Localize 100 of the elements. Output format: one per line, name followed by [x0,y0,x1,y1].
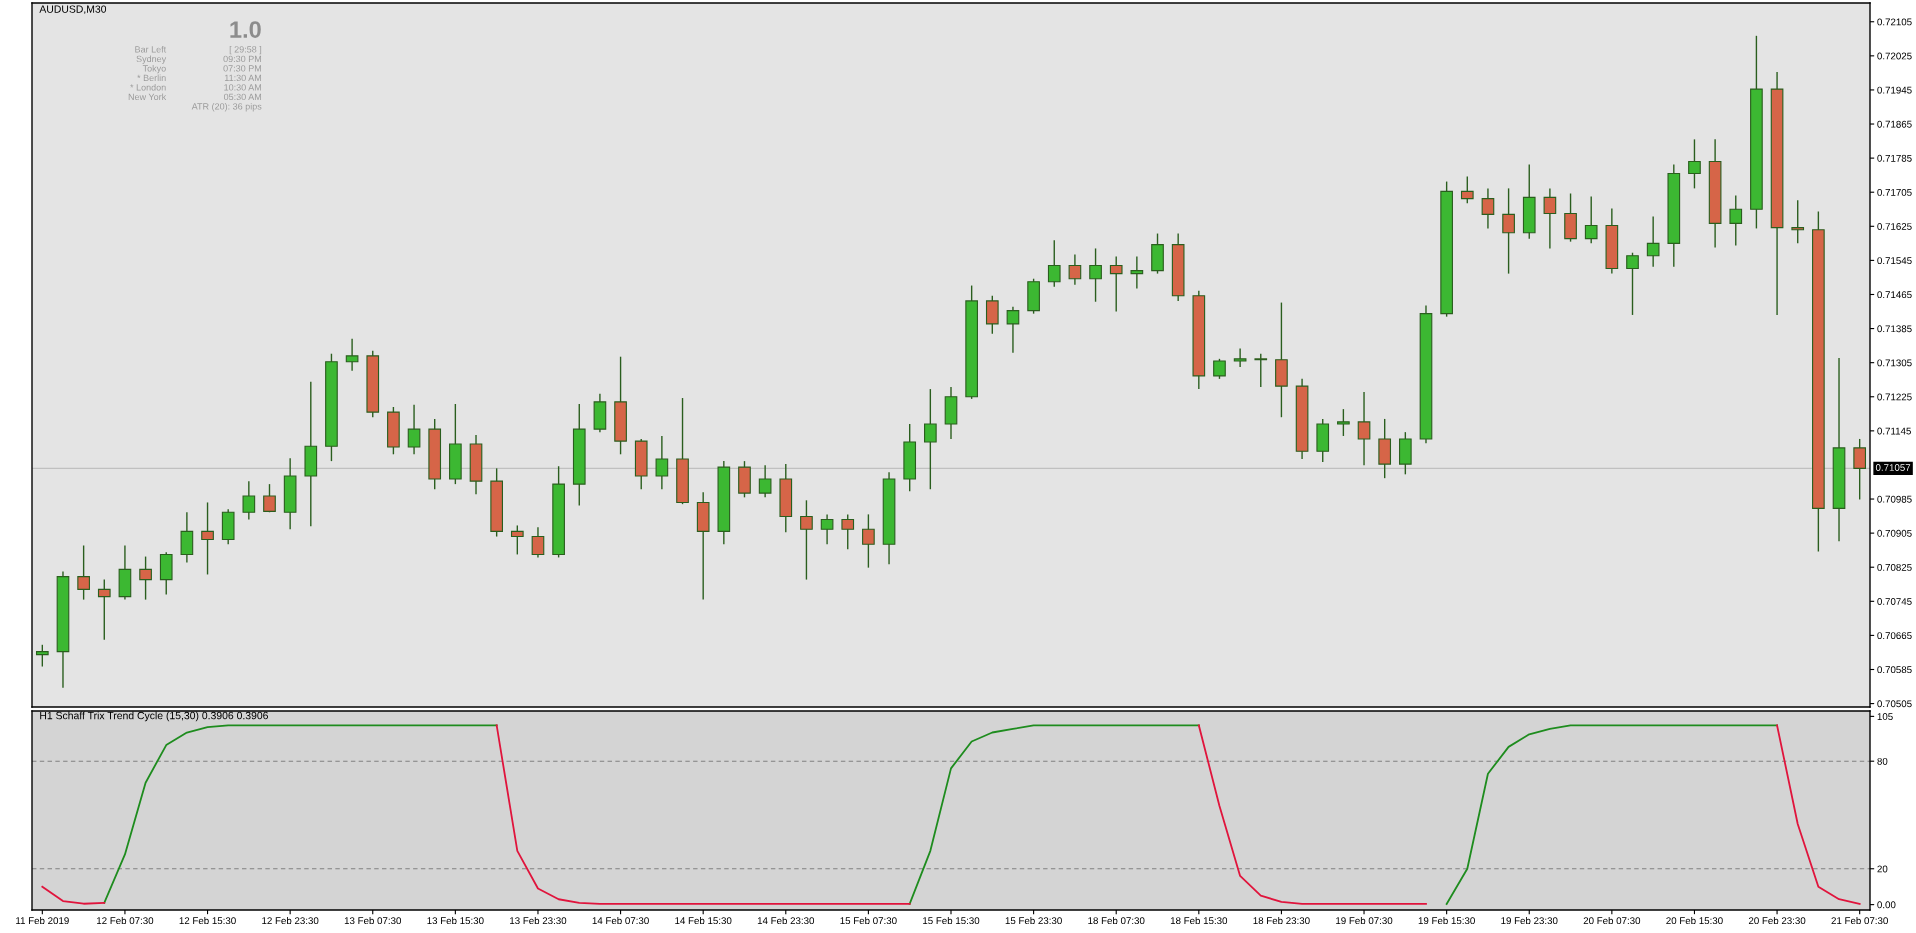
candlestick [1109,255,1123,313]
candlestick [1460,175,1474,204]
x-tick-label: 20 Feb 15:30 [1666,916,1723,925]
y-tick-label: 0.71865 [1877,120,1912,128]
x-tick-label: 21 Feb 07:30 [1831,916,1888,925]
candlestick [1089,247,1102,303]
x-tick-label: 18 Feb 07:30 [1088,916,1145,925]
y-tick-label: 0.71225 [1877,393,1912,401]
ref-line-label: 0.71057 [1875,464,1911,471]
y-tick-label: 80 [1877,757,1888,765]
y-tick-label: 0.71625 [1877,223,1912,230]
candlestick [1357,391,1371,467]
annotation: * London [130,83,166,91]
candlestick [841,513,855,551]
candlestick [1213,358,1226,380]
x-tick-label: 15 Feb 23:30 [1005,916,1062,925]
annotation: * Berlin [137,74,166,82]
annotation: New York [128,93,167,101]
chart-title: AUDUSD,M30 [39,5,107,14]
candlestick [1502,187,1515,275]
candlestick [924,388,937,490]
candlestick [655,435,669,490]
candlestick [139,555,152,601]
candlestick [201,501,214,576]
y-tick-label: 0.71385 [1877,325,1912,333]
y-tick-label: 0.72105 [1877,18,1912,26]
chart-title: H1 Schaff Trix Trend Cycle (15,30) 0.3906 0.3906 [40,711,269,722]
y-tick-label: 0.71705 [1877,188,1912,196]
candlestick [97,578,111,641]
y-tick-label: 0.71145 [1877,427,1911,435]
y-tick-label: 0.72025 [1877,52,1912,60]
x-tick-label: 12 Feb 07:30 [97,916,154,925]
candlestick [985,295,999,335]
x-tick-label: 19 Feb 23:30 [1501,916,1558,925]
annotation: 05:30 AM [223,93,262,101]
y-tick-label: 0.70825 [1877,563,1912,571]
candlestick [1729,194,1743,247]
candlestick [407,404,421,455]
candlestick [263,483,276,513]
annotation: 1.0 [230,21,261,38]
candlestick [1068,253,1082,286]
candlestick [758,464,772,499]
candlestick [800,499,813,581]
x-tick-label: 15 Feb 15:30 [923,916,980,925]
x-tick-label: 20 Feb 23:30 [1748,916,1806,925]
y-tick-label: 20 [1877,865,1888,873]
annotation: Sydney [136,55,167,64]
x-tick-label: 13 Feb 15:30 [427,916,484,925]
y-tick-label: 0.70665 [1877,632,1912,640]
y-tick-label: 0.71305 [1877,359,1912,367]
y-tick-label: 0.00 [1877,901,1896,909]
y-tick-label: 0.71785 [1877,154,1912,162]
annotation: 07:30 PM [223,65,262,72]
x-tick-label: 18 Feb 15:30 [1170,916,1228,925]
y-tick-label: 0.70585 [1877,666,1912,674]
annotation: Bar Left [135,45,167,53]
candlestick [1254,353,1268,388]
x-tick-label: 18 Feb 23:30 [1253,916,1310,925]
annotation: ATR (20): 36 pips [191,102,262,112]
candlestick [862,513,875,569]
candlestick [1130,255,1144,290]
x-tick-label: 14 Feb 07:30 [592,916,649,925]
candlestick [510,524,524,556]
x-tick-label: 14 Feb 15:30 [675,916,732,925]
annotation: 09:30 PM [223,55,262,63]
candlestick [1543,187,1557,250]
candlestick [1233,347,1247,368]
x-tick-label: 11 Feb 2019 [16,916,69,925]
candlestick [77,544,90,601]
candlestick [1047,239,1061,288]
y-tick-label: 0.70985 [1877,495,1912,503]
x-tick-label: 14 Feb 23:30 [757,916,815,925]
y-tick-label: 0.71945 [1877,86,1912,94]
annotation: [ 29:58 ] [229,45,262,55]
candlestick [820,513,834,545]
y-tick-label: 0.70505 [1877,700,1912,708]
candlestick [1688,138,1701,190]
x-tick-label: 20 Feb 07:30 [1583,916,1641,925]
x-tick-label: 12 Feb 23:30 [262,916,319,925]
candlestick [1853,438,1867,501]
candlestick [1006,306,1020,354]
y-tick-label: 0.70905 [1877,529,1912,537]
candlestick [1791,199,1805,245]
annotation: 11:30 AM [224,74,262,82]
candlestick [531,526,545,559]
candlestick [345,338,359,372]
x-tick-label: 12 Feb 15:30 [179,916,236,925]
candlestick [1626,252,1639,316]
candlestick [35,644,49,668]
annotation: 10:30 AM [224,84,262,91]
candlestick [1646,215,1660,268]
y-tick-label: 0.71465 [1877,291,1912,299]
annotation: Tokyo [142,64,166,74]
candlestick [242,480,256,521]
x-tick-label: 13 Feb 07:30 [344,916,402,925]
candlestick [1584,195,1598,245]
candlestick [1337,408,1350,437]
x-tick-label: 19 Feb 15:30 [1418,916,1475,925]
y-tick-label: 0.70745 [1877,598,1912,605]
y-tick-label: 105 [1877,713,1893,720]
